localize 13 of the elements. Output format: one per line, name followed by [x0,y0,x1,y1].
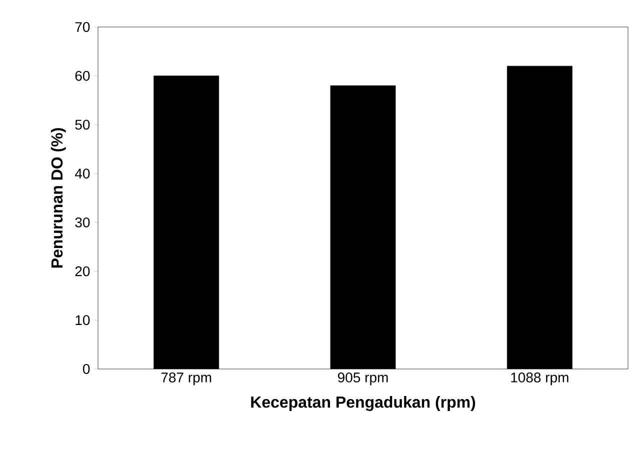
y-tick-label: 30 [75,217,90,228]
y-tick-label: 10 [76,315,90,326]
x-axis-title: Kecepatan Pengadukan (rpm) [251,396,476,412]
y-tick-label: 60 [75,70,90,81]
y-tick-label: 40 [74,168,90,179]
y-tick-label: 70 [75,22,90,32]
y-tick-label: 20 [75,266,90,276]
y-tick-label: 50 [75,120,90,130]
x-tick-label: 905 rpm [338,372,388,386]
x-tick-label: 1088 rpm [511,372,568,386]
y-tick-label: 0 [82,364,90,374]
x-tick-label: 787 rpm [161,372,212,386]
y-axis-title: Penurunan DO (%) [50,128,66,268]
